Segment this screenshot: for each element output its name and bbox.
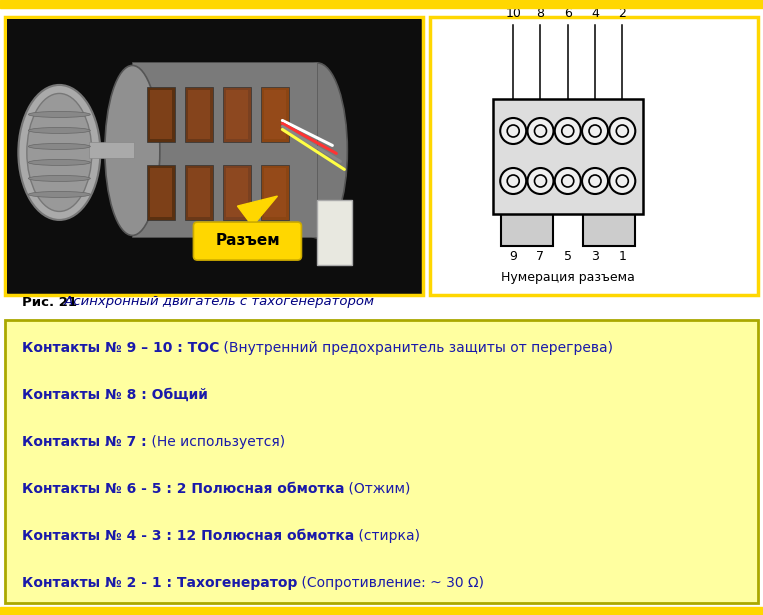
Text: Контакты № 8 : Общий: Контакты № 8 : Общий [22, 388, 208, 402]
Bar [224, 165, 251, 220]
FancyBboxPatch shape [194, 222, 301, 260]
Ellipse shape [28, 127, 90, 133]
Text: Контакты № 6 - 5 : 2 Полюсная обмотка: Контакты № 6 - 5 : 2 Полюсная обмотка [22, 482, 345, 496]
Circle shape [582, 118, 608, 144]
Ellipse shape [28, 143, 90, 149]
Text: 5: 5 [564, 250, 571, 263]
Bar [264, 90, 286, 140]
Text: Рис. 21: Рис. 21 [22, 295, 77, 309]
Bar [188, 169, 211, 218]
Bar [147, 87, 175, 143]
Circle shape [507, 175, 519, 187]
Bar [227, 169, 249, 218]
Circle shape [617, 125, 628, 137]
Circle shape [501, 168, 526, 194]
Bar [5, 320, 758, 603]
Text: 10: 10 [505, 7, 521, 20]
Polygon shape [237, 196, 278, 226]
Circle shape [610, 168, 636, 194]
Bar [132, 63, 317, 237]
Circle shape [617, 175, 628, 187]
Text: Контакты № 9 – 10 : ТОС: Контакты № 9 – 10 : ТОС [22, 341, 220, 355]
Text: 6: 6 [564, 7, 571, 20]
Ellipse shape [27, 93, 92, 212]
Bar [262, 165, 289, 220]
Bar [264, 169, 286, 218]
Circle shape [562, 125, 574, 137]
Text: 2: 2 [618, 7, 626, 20]
Bar [147, 165, 175, 220]
Bar [188, 90, 211, 140]
Bar [430, 17, 758, 295]
Bar [185, 165, 214, 220]
Text: (Отжим): (Отжим) [345, 482, 410, 496]
Text: (Сопротивление: ~ 30 Ω): (Сопротивление: ~ 30 Ω) [298, 576, 485, 590]
Text: 4: 4 [591, 7, 599, 20]
Bar [5, 17, 423, 295]
Ellipse shape [105, 65, 160, 236]
Bar [262, 87, 289, 143]
Circle shape [610, 118, 636, 144]
Text: 3: 3 [591, 250, 599, 263]
Text: 7: 7 [536, 250, 545, 263]
Ellipse shape [288, 63, 347, 238]
Text: Контакты № 7 :: Контакты № 7 : [22, 435, 146, 449]
Text: 1: 1 [618, 250, 626, 263]
Circle shape [535, 125, 546, 137]
Circle shape [589, 175, 601, 187]
Bar [501, 213, 552, 245]
Bar [7, 19, 421, 293]
Text: (стирка): (стирка) [354, 529, 420, 543]
Circle shape [527, 118, 553, 144]
Circle shape [535, 175, 546, 187]
Text: 9: 9 [509, 250, 517, 263]
Text: Контакты № 2 - 1 : Тахогенератор: Контакты № 2 - 1 : Тахогенератор [22, 576, 298, 590]
Ellipse shape [28, 111, 90, 117]
Text: Разъем: Разъем [215, 232, 280, 248]
Circle shape [555, 118, 581, 144]
Circle shape [562, 175, 574, 187]
Text: (Внутренний предохранитель защиты от перегрева): (Внутренний предохранитель защиты от пер… [220, 341, 613, 355]
Circle shape [589, 125, 601, 137]
Circle shape [527, 168, 553, 194]
Text: 8: 8 [536, 7, 545, 20]
Circle shape [501, 118, 526, 144]
Circle shape [507, 125, 519, 137]
Text: Асинхронный двигатель с тахогенератором: Асинхронный двигатель с тахогенератором [60, 295, 375, 309]
Bar [0, 0, 763, 8]
Bar [150, 169, 172, 218]
Ellipse shape [28, 191, 90, 197]
Bar [227, 90, 249, 140]
Bar [224, 87, 251, 143]
Ellipse shape [28, 175, 90, 181]
Bar [150, 90, 172, 140]
Bar [185, 87, 214, 143]
Bar [493, 98, 642, 213]
Circle shape [582, 168, 608, 194]
Bar [0, 607, 763, 615]
Bar [583, 213, 635, 245]
Text: Контакты № 4 - 3 : 12 Полюсная обмотка: Контакты № 4 - 3 : 12 Полюсная обмотка [22, 529, 354, 543]
Ellipse shape [18, 85, 101, 220]
Text: (Не используется): (Не используется) [146, 435, 285, 449]
Ellipse shape [28, 159, 90, 165]
Text: Нумерация разъема: Нумерация разъема [501, 271, 635, 284]
Circle shape [555, 168, 581, 194]
Bar [317, 200, 353, 265]
Bar [89, 143, 134, 159]
